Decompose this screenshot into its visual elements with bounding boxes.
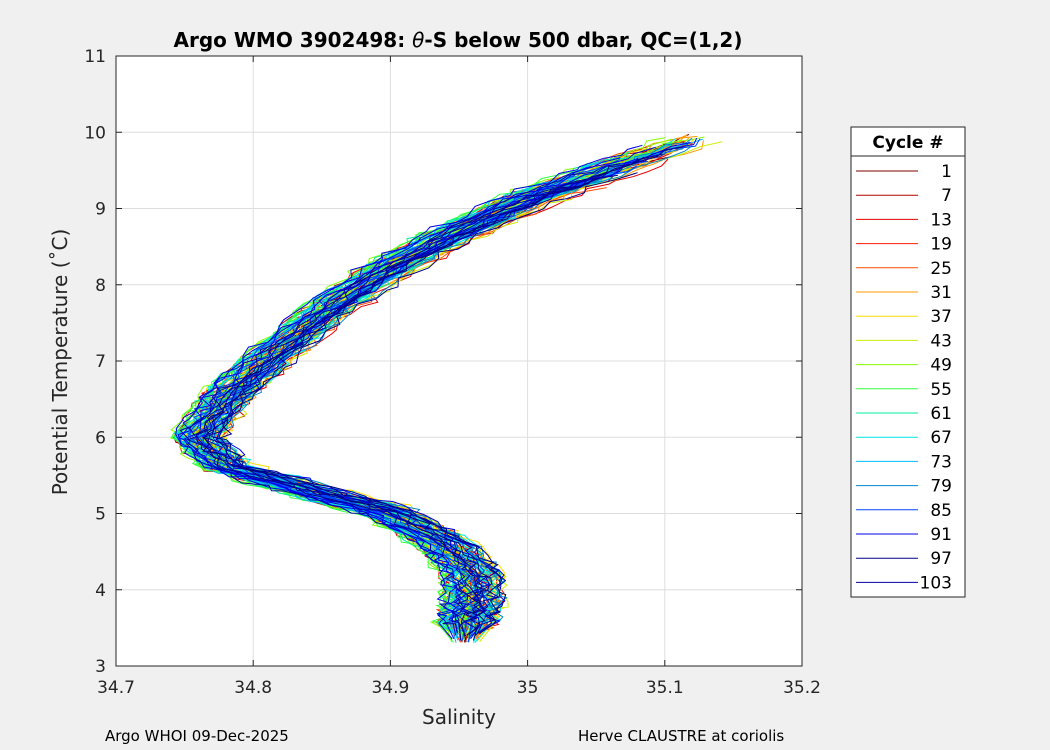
profile-line <box>216 145 693 634</box>
profile-line <box>187 159 620 635</box>
x-tick-label: 35.2 <box>783 678 821 698</box>
legend-label: 37 <box>930 307 952 327</box>
profile-line <box>178 146 656 636</box>
profile-line <box>179 187 555 633</box>
y-tick-label: 4 <box>95 581 106 601</box>
x-tick-label: 34.7 <box>97 678 135 698</box>
legend-label: 73 <box>930 452 952 472</box>
x-tick-label: 34.8 <box>234 678 272 698</box>
profile-line <box>183 142 691 641</box>
profile-line <box>195 173 602 643</box>
y-tick-label: 9 <box>95 200 106 220</box>
legend-title: Cycle # <box>872 133 943 153</box>
x-tick-label: 35.1 <box>646 678 684 698</box>
legend-label: 31 <box>930 283 952 303</box>
legend-label: 97 <box>930 549 952 569</box>
y-tick-label: 3 <box>95 657 106 677</box>
legend-label: 49 <box>930 356 952 376</box>
legend-label: 85 <box>930 501 952 521</box>
profile-line <box>202 174 618 636</box>
legend-label: 25 <box>930 259 952 279</box>
chart-title: Argo WMO 3902498: θ-S below 500 dbar, QC… <box>174 28 743 52</box>
axis-ticks <box>115 55 803 667</box>
chart-title-suffix: -S below 500 dbar, QC=(1,2) <box>424 28 742 52</box>
y-tick-labels: 3 4 5 6 7 8 9 10 11 <box>84 47 106 677</box>
x-axis-label: Salinity <box>422 705 496 729</box>
profile-line <box>211 146 683 635</box>
profile-lines <box>169 134 723 644</box>
profile-line <box>185 163 621 641</box>
profile-line <box>215 172 638 635</box>
x-tick-labels: 34.7 34.8 34.9 35 35.1 35.2 <box>97 678 821 698</box>
y-axis-label: Potential Temperature (˚C) <box>48 229 72 496</box>
profile-line <box>203 153 663 635</box>
chart-title-prefix: Argo WMO 3902498: <box>174 28 413 52</box>
y-tick-label: 8 <box>95 276 106 296</box>
legend-label: 61 <box>930 404 952 424</box>
legend-label: 1 <box>941 162 952 182</box>
y-tick-label: 5 <box>95 505 106 525</box>
legend-label: 7 <box>941 186 952 206</box>
legend-label: 67 <box>930 428 952 448</box>
legend-label: 55 <box>930 380 952 400</box>
y-tick-label: 10 <box>84 123 106 143</box>
y-tick-label: 7 <box>95 352 106 372</box>
legend-label: 79 <box>930 477 952 497</box>
legend-label: 19 <box>930 235 952 255</box>
legend-label: 43 <box>930 331 952 351</box>
chart-title-theta: θ <box>412 28 424 52</box>
legend-box <box>850 126 966 598</box>
x-tick-label: 35 <box>517 678 539 698</box>
profile-line <box>218 176 593 636</box>
profile-line <box>201 156 645 641</box>
profile-line <box>215 185 580 636</box>
footer-left: Argo WHOI 09-Dec-2025 <box>105 727 289 745</box>
footer-right: Herve CLAUSTRE at coriolis <box>578 727 784 745</box>
legend-label: 103 <box>920 573 952 593</box>
y-tick-label: 6 <box>95 428 106 448</box>
profile-line <box>175 144 643 640</box>
legend-entries: 1 7 13 19 25 31 37 43 49 55 61 67 73 79 85 91 97 103 <box>856 162 952 593</box>
x-tick-label: 34.9 <box>371 678 409 698</box>
legend-label: 13 <box>930 210 952 230</box>
legend-label: 91 <box>930 525 952 545</box>
y-tick-label: 11 <box>84 47 106 67</box>
legend: Cycle # 1 7 13 19 25 31 37 43 49 55 61 67 73 79 85 91 97… <box>850 126 966 598</box>
